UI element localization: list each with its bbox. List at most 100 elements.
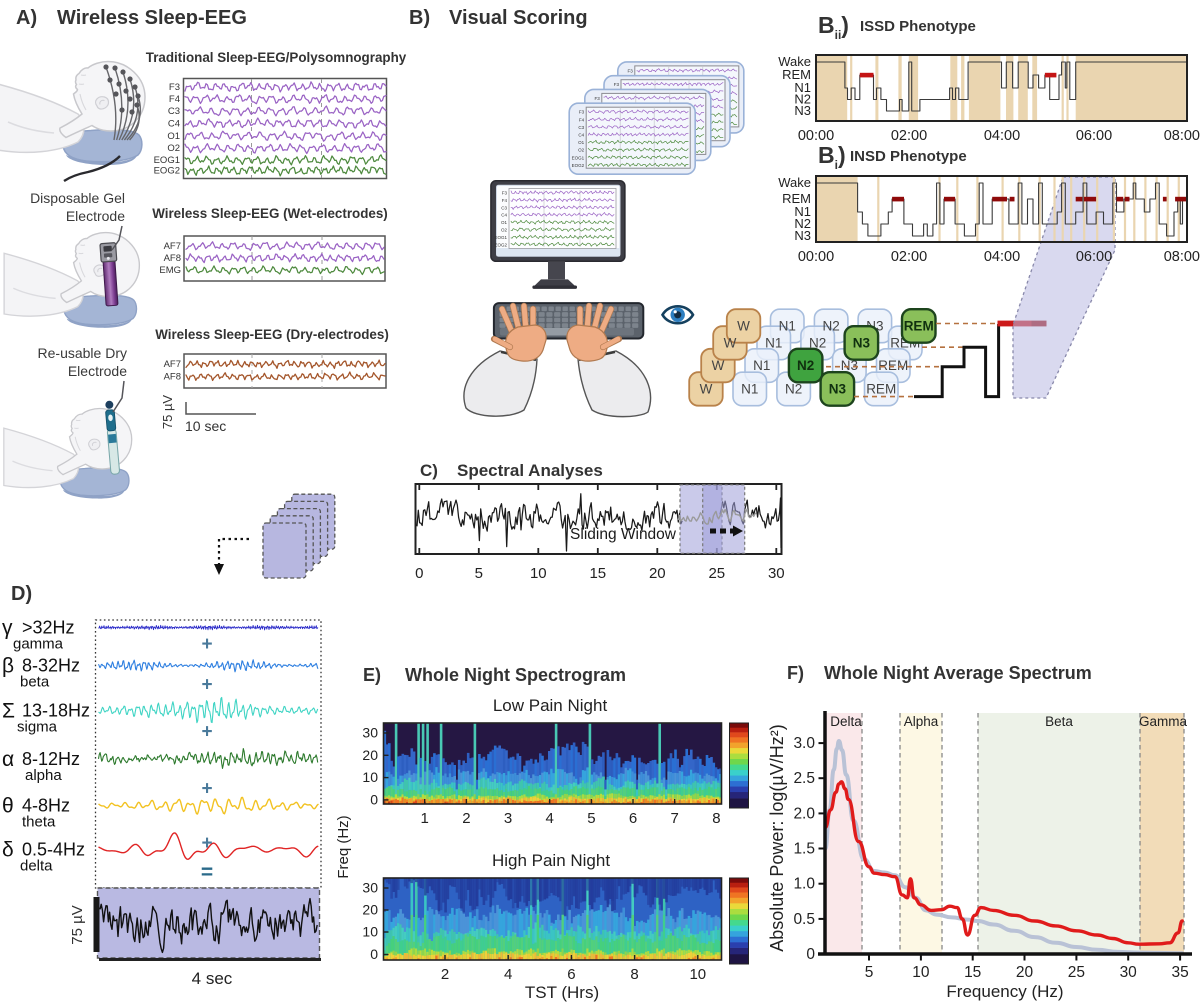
svg-text:F3: F3 (502, 191, 508, 196)
svg-text:N2: N2 (794, 216, 811, 231)
svg-text:Whole Night Spectrogram: Whole Night Spectrogram (405, 665, 626, 685)
svg-text:O2: O2 (167, 143, 180, 154)
svg-text:+: + (201, 675, 212, 696)
svg-text:+: + (201, 722, 212, 743)
svg-text:A): A) (16, 7, 37, 29)
svg-text:04:00: 04:00 (984, 128, 1020, 144)
svg-text:20: 20 (649, 565, 666, 582)
svg-text:15: 15 (589, 565, 606, 582)
svg-text:75 µV: 75 µV (69, 905, 86, 945)
svg-text:8-12Hz: 8-12Hz (22, 749, 80, 769)
svg-text:5: 5 (587, 810, 595, 827)
svg-text:REM: REM (878, 358, 908, 373)
svg-text:Traditional Sleep-EEG/Polysomn: Traditional Sleep-EEG/Polysomnography (146, 50, 407, 65)
svg-text:Bi): Bi) (818, 142, 846, 172)
svg-text:02:00: 02:00 (891, 249, 927, 265)
svg-text:Low Pain Night: Low Pain Night (493, 696, 608, 715)
svg-text:8: 8 (630, 966, 638, 983)
svg-text:AF8: AF8 (164, 372, 181, 383)
svg-text:EOG2: EOG2 (494, 242, 507, 247)
svg-text:F3: F3 (579, 110, 585, 115)
svg-text:20: 20 (362, 902, 378, 918)
svg-text:Visual Scoring: Visual Scoring (449, 7, 588, 29)
svg-text:δ: δ (2, 839, 14, 862)
svg-text:N3: N3 (853, 336, 871, 351)
svg-text:Whole Night Average Spectrum: Whole Night Average Spectrum (824, 663, 1092, 683)
svg-text:W: W (712, 358, 725, 373)
svg-text:Disposable Gel: Disposable Gel (30, 190, 125, 206)
svg-text:25: 25 (708, 565, 725, 582)
svg-text:N2: N2 (822, 319, 839, 334)
svg-text:W: W (737, 319, 750, 334)
svg-text:N2: N2 (785, 382, 802, 397)
svg-text:0: 0 (370, 946, 378, 962)
svg-text:N2: N2 (809, 336, 826, 351)
svg-text:10: 10 (912, 964, 930, 981)
svg-text:alpha: alpha (25, 767, 62, 784)
svg-text:α: α (2, 748, 14, 771)
svg-text:02:00: 02:00 (891, 128, 927, 144)
svg-text:6: 6 (567, 966, 575, 983)
svg-text:3.0: 3.0 (793, 735, 815, 752)
svg-text:2.5: 2.5 (793, 770, 815, 787)
svg-text:C4: C4 (578, 133, 584, 138)
svg-text:Spectral Analyses: Spectral Analyses (457, 461, 603, 480)
svg-text:10 sec: 10 sec (185, 418, 226, 434)
svg-text:Wake: Wake (778, 54, 811, 69)
svg-text:Wake: Wake (778, 175, 811, 190)
svg-text:C3: C3 (168, 106, 180, 117)
svg-text:75 µV: 75 µV (160, 395, 175, 430)
svg-text:F3: F3 (595, 96, 601, 101)
svg-text:REM: REM (866, 382, 896, 397)
svg-text:5: 5 (865, 964, 874, 981)
svg-text:delta: delta (20, 858, 53, 875)
svg-text:Wireless Sleep-EEG: Wireless Sleep-EEG (57, 7, 247, 29)
svg-text:EOG1: EOG1 (572, 155, 585, 160)
svg-text:Beta: Beta (1045, 714, 1073, 729)
svg-text:N1: N1 (779, 319, 796, 334)
svg-text:35: 35 (1171, 964, 1188, 981)
svg-text:10: 10 (689, 966, 706, 983)
svg-text:High Pain Night: High Pain Night (492, 851, 610, 870)
svg-text:Freq (Hz): Freq (Hz) (335, 815, 352, 878)
svg-text:TST (Hrs): TST (Hrs) (525, 983, 599, 1002)
svg-text:N1: N1 (794, 80, 811, 95)
svg-text:F4: F4 (502, 198, 508, 203)
svg-text:2: 2 (462, 810, 470, 827)
svg-text:30: 30 (1120, 964, 1138, 981)
svg-text:1: 1 (421, 810, 429, 827)
svg-text:30: 30 (362, 725, 378, 741)
svg-text:O1: O1 (167, 131, 180, 142)
svg-text:E): E) (363, 665, 381, 685)
svg-text:N3: N3 (794, 228, 811, 243)
svg-text:6: 6 (629, 810, 637, 827)
svg-text:0: 0 (806, 946, 815, 963)
svg-text:ISSD Phenotype: ISSD Phenotype (860, 18, 976, 35)
svg-text:8: 8 (712, 810, 720, 827)
svg-text:20: 20 (362, 747, 378, 763)
svg-text:+: + (201, 634, 212, 655)
svg-text:10: 10 (530, 565, 547, 582)
svg-text:Wireless Sleep-EEG (Wet-electr: Wireless Sleep-EEG (Wet-electrodes) (152, 206, 388, 221)
svg-text:8-32Hz: 8-32Hz (22, 656, 80, 676)
svg-text:20: 20 (1016, 964, 1034, 981)
svg-text:08:00: 08:00 (1164, 128, 1200, 144)
svg-text:06:00: 06:00 (1076, 249, 1112, 265)
svg-text:AF7: AF7 (164, 359, 181, 370)
svg-text:B): B) (409, 7, 430, 29)
svg-text:EOG1: EOG1 (494, 235, 507, 240)
svg-text:Absolute Power: log(µV/Hz²): Absolute Power: log(µV/Hz²) (767, 724, 787, 951)
svg-text:EOG2: EOG2 (154, 166, 180, 177)
svg-text:N3: N3 (829, 382, 847, 397)
svg-text:REM: REM (904, 319, 934, 334)
svg-text:C3: C3 (501, 205, 507, 210)
svg-text:04:00: 04:00 (984, 249, 1020, 265)
svg-text:0: 0 (415, 565, 423, 582)
svg-text:Σ: Σ (2, 700, 15, 723)
svg-text:EOG2: EOG2 (572, 163, 585, 168)
svg-text:13-18Hz: 13-18Hz (22, 701, 90, 721)
svg-text:4-8Hz: 4-8Hz (22, 796, 70, 816)
svg-text:F): F) (787, 663, 804, 683)
svg-text:N3: N3 (841, 358, 858, 373)
svg-text:Delta: Delta (830, 714, 862, 729)
